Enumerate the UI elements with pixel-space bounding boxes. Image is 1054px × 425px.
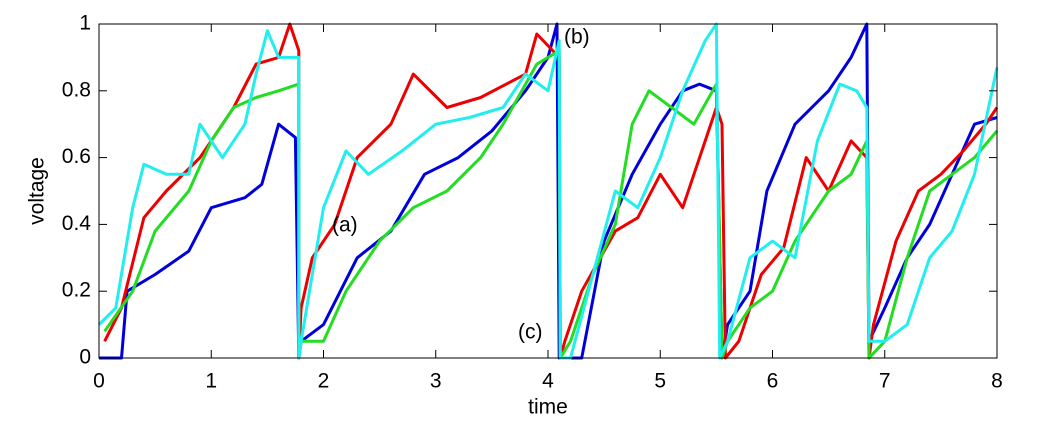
x-axis-label: time: [528, 396, 568, 419]
y-tick-label: 0.6: [62, 145, 91, 168]
y-tick-label: 0.8: [62, 78, 91, 101]
y-tick-label: 0.4: [62, 212, 92, 235]
y-axis-label: voltage: [26, 157, 49, 225]
x-tick-label: 1: [205, 370, 217, 393]
x-tick-label: 2: [318, 370, 330, 393]
x-tick-label: 0: [93, 370, 105, 393]
y-tick-label: 1: [79, 12, 91, 35]
x-tick-label: 6: [767, 370, 779, 393]
y-tick-label: 0.2: [62, 279, 91, 302]
x-tick-label: 7: [879, 370, 891, 393]
x-tick-label: 8: [991, 370, 1003, 393]
x-tick-label: 5: [654, 370, 666, 393]
annotation: (a): [332, 214, 358, 237]
series-line: [97, 22, 999, 360]
plot-frame: [98, 23, 998, 359]
annotation: (c): [518, 321, 543, 344]
y-tick-label: 0: [79, 346, 91, 369]
x-tick-label: 4: [542, 370, 554, 393]
x-tick-label: 3: [430, 370, 442, 393]
annotation: (b): [564, 26, 590, 49]
series-line: [99, 22, 998, 360]
series-line: [103, 49, 999, 360]
